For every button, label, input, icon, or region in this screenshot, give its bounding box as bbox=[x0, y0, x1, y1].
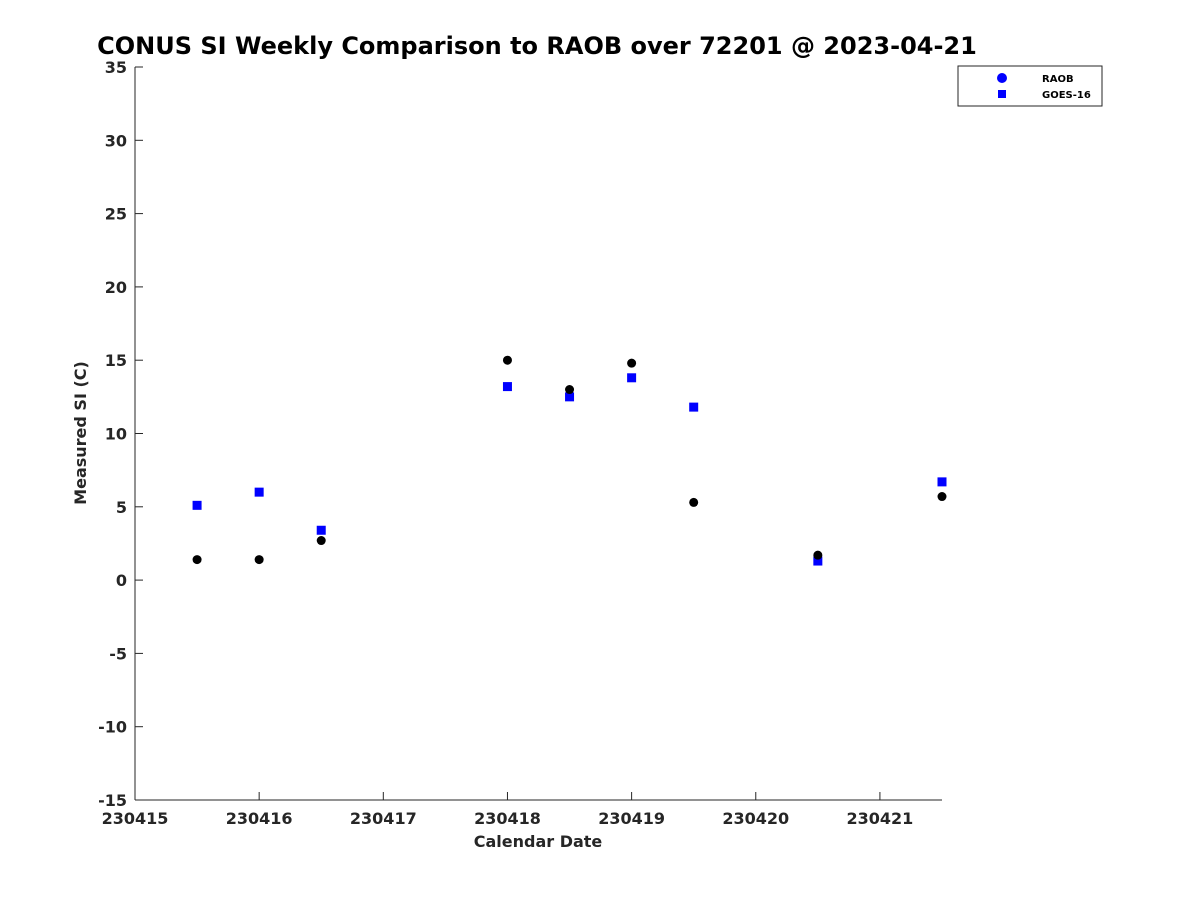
y-tick-label: 10 bbox=[105, 425, 127, 444]
raob-point bbox=[813, 550, 823, 560]
y-tick-label: 5 bbox=[116, 498, 127, 517]
legend-raob-marker bbox=[997, 73, 1007, 83]
y-tick-label: 30 bbox=[105, 131, 127, 150]
axes: -15 -10 -5 0 5 10 15 20 25 30 35 230415 230416 230417… bbox=[98, 58, 942, 828]
legend-goes16-marker bbox=[998, 90, 1006, 98]
chart-title: CONUS SI Weekly Comparison to RAOB over … bbox=[97, 32, 977, 60]
x-tick-label: 230421 bbox=[847, 809, 914, 828]
x-tick-label: 230417 bbox=[350, 809, 417, 828]
x-tick-label: 230415 bbox=[102, 809, 169, 828]
raob-point bbox=[254, 555, 264, 565]
raob-point bbox=[689, 497, 699, 507]
y-axis-title: Measured SI (C) bbox=[71, 361, 90, 505]
y-tick-label: 25 bbox=[105, 205, 127, 224]
x-tick-label: 230419 bbox=[598, 809, 665, 828]
raob-point bbox=[565, 385, 575, 395]
legend-box bbox=[957, 65, 1103, 107]
x-tick-label: 230420 bbox=[722, 809, 789, 828]
goes16-point bbox=[937, 477, 947, 487]
legend-goes16-label: GOES-16 bbox=[1042, 90, 1091, 101]
raob-point bbox=[316, 536, 326, 546]
y-tick-label: -15 bbox=[98, 791, 127, 810]
goes16-point bbox=[689, 402, 699, 412]
x-tick-label: 230416 bbox=[226, 809, 293, 828]
raob-point bbox=[937, 492, 947, 502]
goes16-point bbox=[502, 382, 512, 392]
goes16-point bbox=[192, 500, 202, 510]
y-tick-label: 0 bbox=[116, 571, 127, 590]
y-tick-label: -5 bbox=[109, 644, 127, 663]
goes16-point bbox=[565, 392, 575, 402]
goes16-point bbox=[813, 556, 823, 566]
y-tick-label: -10 bbox=[98, 718, 127, 737]
x-tick-label: 230418 bbox=[474, 809, 541, 828]
y-tick-label: 35 bbox=[105, 58, 127, 77]
legend: RAOB GOES-16 bbox=[957, 65, 1103, 107]
legend-raob-label: RAOB bbox=[1042, 74, 1074, 85]
raob-point bbox=[502, 355, 512, 365]
data-points bbox=[192, 355, 947, 566]
goes16-point bbox=[316, 525, 326, 535]
raob-point bbox=[627, 358, 637, 368]
y-tick-label: 15 bbox=[105, 351, 127, 370]
goes16-point bbox=[254, 487, 264, 497]
y-tick-label: 20 bbox=[105, 278, 127, 297]
raob-point bbox=[192, 555, 202, 565]
x-axis-title: Calendar Date bbox=[474, 832, 603, 851]
goes16-point bbox=[627, 373, 637, 383]
